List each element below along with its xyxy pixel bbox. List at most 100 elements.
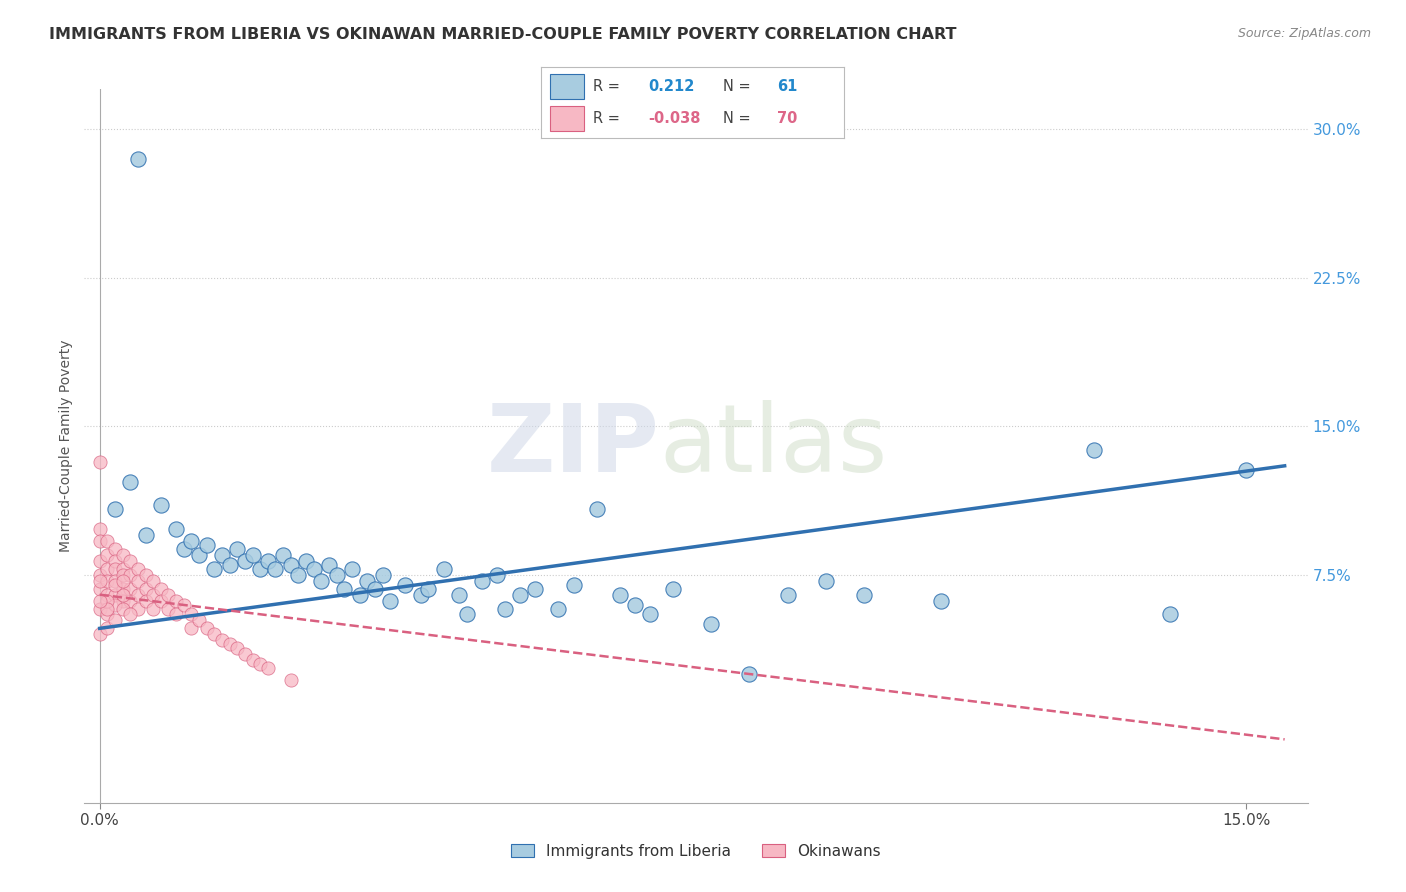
Point: [149, 582, 172, 596]
Point: [104, 588, 127, 602]
Point: [173, 598, 195, 612]
Text: IMMIGRANTS FROM LIBERIA VS OKINAWAN MARRIED-COUPLE FAMILY POVERTY CORRELATION CH: IMMIGRANTS FROM LIBERIA VS OKINAWAN MARR…: [49, 27, 956, 42]
Point: [287, 567, 309, 582]
Point: [447, 588, 470, 602]
Point: [318, 558, 340, 572]
Point: [142, 601, 165, 615]
Point: [311, 574, 333, 588]
Point: [89, 554, 111, 568]
Point: [195, 621, 218, 635]
Point: [149, 499, 172, 513]
Point: [96, 621, 118, 635]
Point: [96, 534, 118, 549]
Point: [96, 574, 118, 588]
Point: [302, 562, 325, 576]
Point: [89, 455, 111, 469]
Point: [340, 562, 363, 576]
Point: [547, 601, 569, 615]
Point: [509, 588, 531, 602]
Point: [814, 574, 837, 588]
Point: [135, 567, 157, 582]
Point: [295, 554, 318, 568]
Point: [120, 475, 142, 489]
Point: [218, 558, 240, 572]
Point: [349, 588, 371, 602]
Point: [524, 582, 547, 596]
Point: [371, 567, 394, 582]
Point: [104, 502, 127, 516]
Point: [738, 667, 761, 681]
Point: [104, 598, 127, 612]
Point: [356, 574, 378, 588]
Point: [202, 562, 225, 576]
Point: [364, 582, 387, 596]
Point: [249, 562, 271, 576]
Point: [104, 542, 127, 557]
Point: [249, 657, 271, 671]
Point: [111, 593, 134, 607]
Point: [120, 607, 142, 622]
Point: [195, 538, 218, 552]
Point: [180, 621, 202, 635]
Point: [89, 534, 111, 549]
Point: [89, 593, 111, 607]
Point: [562, 578, 585, 592]
Text: R =: R =: [593, 79, 620, 94]
Point: [188, 548, 211, 562]
Point: [585, 502, 607, 516]
Point: [264, 562, 287, 576]
Text: 0.212: 0.212: [648, 79, 695, 94]
FancyBboxPatch shape: [550, 74, 583, 99]
Point: [180, 607, 202, 622]
Point: [111, 574, 134, 588]
Point: [1236, 463, 1258, 477]
Point: [135, 582, 157, 596]
Point: [120, 593, 142, 607]
Point: [104, 562, 127, 576]
Point: [96, 548, 118, 562]
Point: [638, 607, 661, 622]
Point: [89, 522, 111, 536]
Point: [135, 593, 157, 607]
Point: [104, 554, 127, 568]
Point: [271, 548, 294, 562]
Point: [165, 607, 187, 622]
Point: [96, 588, 118, 602]
Point: [180, 534, 202, 549]
Text: 61: 61: [778, 79, 797, 94]
Point: [157, 601, 180, 615]
Point: [226, 641, 249, 656]
Text: ZIP: ZIP: [486, 400, 659, 492]
Text: atlas: atlas: [659, 400, 887, 492]
Point: [135, 528, 157, 542]
Point: [96, 607, 118, 622]
Point: [96, 601, 118, 615]
Point: [89, 574, 111, 588]
Point: [89, 601, 111, 615]
Point: [120, 554, 142, 568]
Point: [111, 582, 134, 596]
Point: [96, 562, 118, 576]
Point: [127, 562, 149, 576]
Point: [257, 661, 280, 675]
Point: [471, 574, 494, 588]
Point: [233, 647, 256, 661]
Point: [96, 593, 118, 607]
Point: [929, 593, 952, 607]
Point: [89, 627, 111, 641]
Point: [333, 582, 356, 596]
Point: [127, 601, 149, 615]
Point: [242, 653, 264, 667]
Text: R =: R =: [593, 112, 620, 126]
Point: [609, 588, 631, 602]
Point: [127, 588, 149, 602]
Point: [776, 588, 799, 602]
Point: [111, 548, 134, 562]
Point: [624, 598, 647, 612]
Point: [89, 567, 111, 582]
Point: [494, 601, 516, 615]
Point: [486, 567, 509, 582]
Point: [142, 588, 165, 602]
Point: [325, 567, 347, 582]
Point: [127, 574, 149, 588]
